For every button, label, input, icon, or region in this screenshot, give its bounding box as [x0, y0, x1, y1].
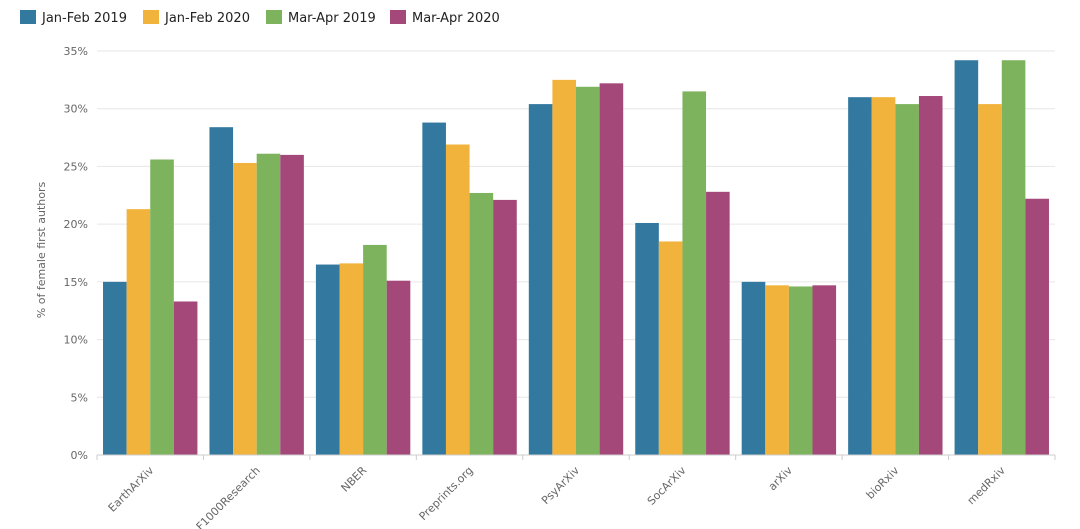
x-tick-label: PsyArXiv	[539, 464, 582, 507]
bar-group	[848, 96, 943, 456]
bar[interactable]	[150, 159, 174, 455]
x-axis-ticks: EarthArXiv F1000Research NBER Preprints.org…	[96, 455, 1056, 529]
bar[interactable]	[658, 241, 683, 455]
y-tick-label: 0%	[71, 449, 88, 462]
bar[interactable]	[552, 79, 576, 455]
bar[interactable]	[209, 127, 234, 455]
bar[interactable]	[682, 91, 707, 456]
bar[interactable]	[256, 153, 281, 455]
x-tick-label: EarthArXiv	[106, 464, 157, 515]
legend-swatch	[390, 10, 406, 24]
bar[interactable]	[871, 97, 896, 456]
bar[interactable]	[635, 222, 659, 455]
x-tick-label: Preprints.org	[417, 464, 476, 523]
bars	[103, 60, 1049, 456]
y-tick-label: 30%	[64, 103, 88, 116]
legend-swatch	[266, 10, 282, 24]
bar[interactable]	[1001, 60, 1026, 456]
legend-item[interactable]: Jan-Feb 2019	[20, 10, 127, 26]
legend-label: Mar-Apr 2020	[412, 11, 500, 26]
x-tick-label: NBER	[339, 464, 370, 495]
bar[interactable]	[493, 199, 517, 455]
y-tick-label: 10%	[64, 334, 88, 347]
legend-label: Jan-Feb 2020	[164, 11, 250, 26]
bar[interactable]	[422, 122, 446, 456]
bar[interactable]	[765, 285, 789, 455]
legend-label: Jan-Feb 2019	[41, 11, 127, 26]
bar[interactable]	[469, 192, 494, 455]
bar-group	[422, 122, 517, 456]
bar[interactable]	[788, 286, 813, 455]
legend-swatch	[143, 10, 159, 24]
bar[interactable]	[126, 209, 151, 455]
bar[interactable]	[978, 104, 1002, 456]
y-tick-label: 5%	[71, 391, 88, 404]
bar-group	[528, 79, 624, 456]
bar[interactable]	[339, 263, 364, 455]
bar[interactable]	[576, 86, 600, 455]
bar-group	[315, 244, 411, 455]
legend-label: Mar-Apr 2019	[288, 11, 376, 26]
bar[interactable]	[280, 154, 304, 455]
y-tick-label: 20%	[64, 218, 88, 231]
bar[interactable]	[233, 162, 257, 456]
bar[interactable]	[363, 244, 387, 455]
y-axis-title: % of female first authors	[35, 182, 48, 319]
bar[interactable]	[918, 96, 943, 455]
bar[interactable]	[1025, 198, 1049, 455]
bar[interactable]	[741, 281, 766, 455]
y-axis-ticks: 0% 5% 10% 15% 20% 25% 30% 35%	[64, 45, 88, 462]
legend-item[interactable]: Mar-Apr 2020	[390, 10, 500, 26]
bar[interactable]	[848, 97, 872, 456]
x-tick-label: bioRxiv	[864, 464, 902, 502]
x-tick-label: F1000Research	[194, 464, 263, 529]
bar[interactable]	[103, 281, 127, 455]
y-tick-label: 25%	[64, 160, 88, 173]
bar-group	[954, 60, 1049, 456]
x-tick-label: arXiv	[766, 464, 796, 494]
x-tick-label: SocArXiv	[645, 464, 689, 508]
bar[interactable]	[954, 60, 979, 456]
bar[interactable]	[812, 285, 837, 455]
bar-group	[635, 91, 730, 456]
bar[interactable]	[599, 83, 624, 455]
bar[interactable]	[528, 104, 553, 456]
bar[interactable]	[706, 191, 730, 455]
bar[interactable]	[386, 280, 411, 455]
bar-group	[209, 127, 304, 456]
y-tick-label: 15%	[64, 276, 88, 289]
legend-item[interactable]: Jan-Feb 2020	[143, 10, 250, 26]
bar[interactable]	[445, 144, 470, 456]
bar-group	[103, 159, 198, 455]
x-tick-label: medRxiv	[965, 464, 1009, 508]
legend-item[interactable]: Mar-Apr 2019	[266, 10, 376, 26]
legend: Jan-Feb 2019 Jan-Feb 2020 Mar-Apr 2019 Mar-…	[20, 10, 500, 26]
legend-swatch	[20, 10, 36, 24]
bar[interactable]	[173, 301, 198, 455]
bar[interactable]	[895, 104, 919, 456]
bar-group	[741, 281, 837, 455]
y-tick-label: 35%	[64, 45, 88, 58]
bar[interactable]	[315, 264, 340, 455]
